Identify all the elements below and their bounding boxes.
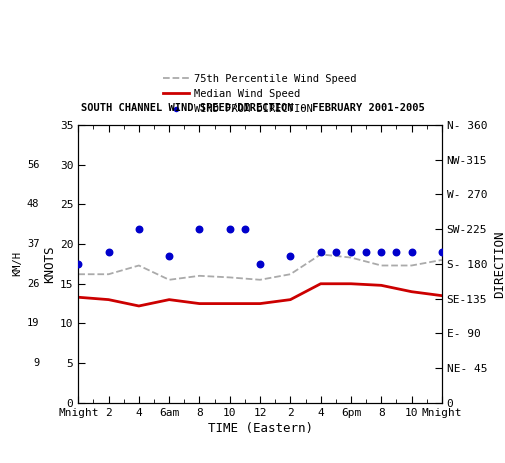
Y-axis label: KNOTS: KNOTS — [43, 245, 56, 282]
Point — [362, 249, 370, 256]
Text: KM/H: KM/H — [12, 251, 22, 276]
Point — [165, 252, 173, 260]
Text: 37: 37 — [27, 239, 39, 249]
Text: 26: 26 — [27, 279, 39, 289]
Point — [74, 260, 82, 268]
Text: 56: 56 — [27, 160, 39, 170]
Point — [241, 225, 249, 233]
Legend: 75th Percentile Wind Speed, Median Wind Speed, WIND FROM DIRECTION: 75th Percentile Wind Speed, Median Wind … — [163, 74, 357, 114]
Text: 9: 9 — [33, 358, 39, 368]
Y-axis label: DIRECTION: DIRECTION — [493, 230, 505, 298]
Point — [226, 225, 234, 233]
Text: SOUTH CHANNEL WIND SPEED/DIRECTION - FEBRUARY 2001-2005: SOUTH CHANNEL WIND SPEED/DIRECTION - FEB… — [81, 103, 424, 113]
X-axis label: TIME (Eastern): TIME (Eastern) — [208, 422, 313, 435]
Point — [135, 225, 143, 233]
Point — [256, 260, 264, 268]
Point — [317, 249, 325, 256]
Point — [286, 252, 294, 260]
Point — [438, 249, 446, 256]
Text: 19: 19 — [27, 319, 39, 328]
Point — [332, 249, 340, 256]
Point — [105, 249, 113, 256]
Point — [392, 249, 400, 256]
Point — [347, 249, 355, 256]
Point — [195, 225, 204, 233]
Text: 48: 48 — [27, 200, 39, 209]
Point — [408, 249, 416, 256]
Point — [377, 249, 385, 256]
